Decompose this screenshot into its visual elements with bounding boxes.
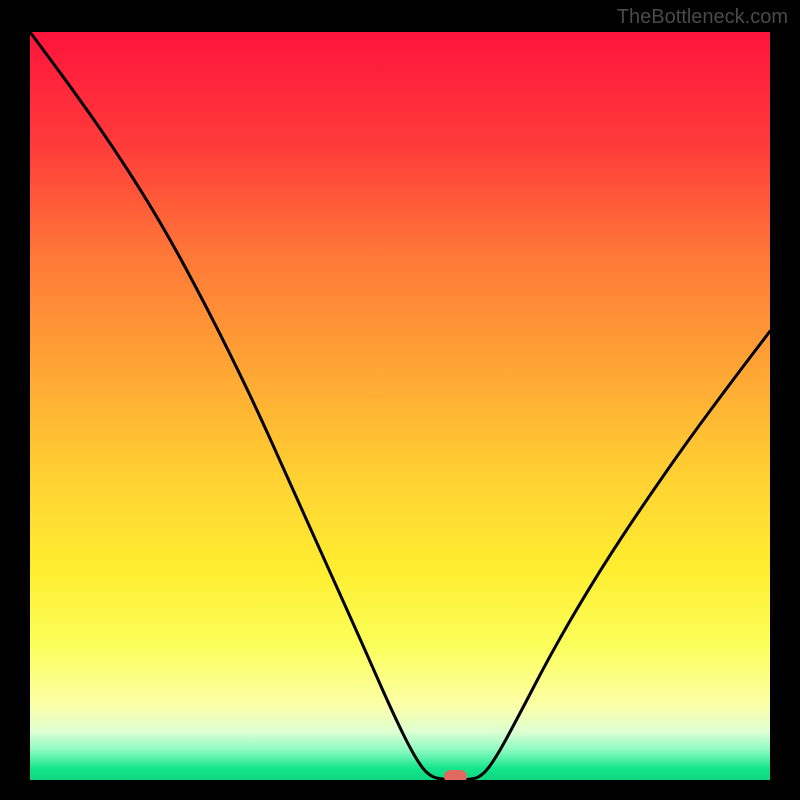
- curve-svg: [30, 32, 770, 780]
- chart-frame: TheBottleneck.com: [0, 0, 800, 800]
- sweet-spot-marker: [444, 770, 468, 780]
- bottleneck-curve: [30, 32, 770, 780]
- watermark-text: TheBottleneck.com: [617, 6, 788, 29]
- plot-area: [30, 32, 770, 780]
